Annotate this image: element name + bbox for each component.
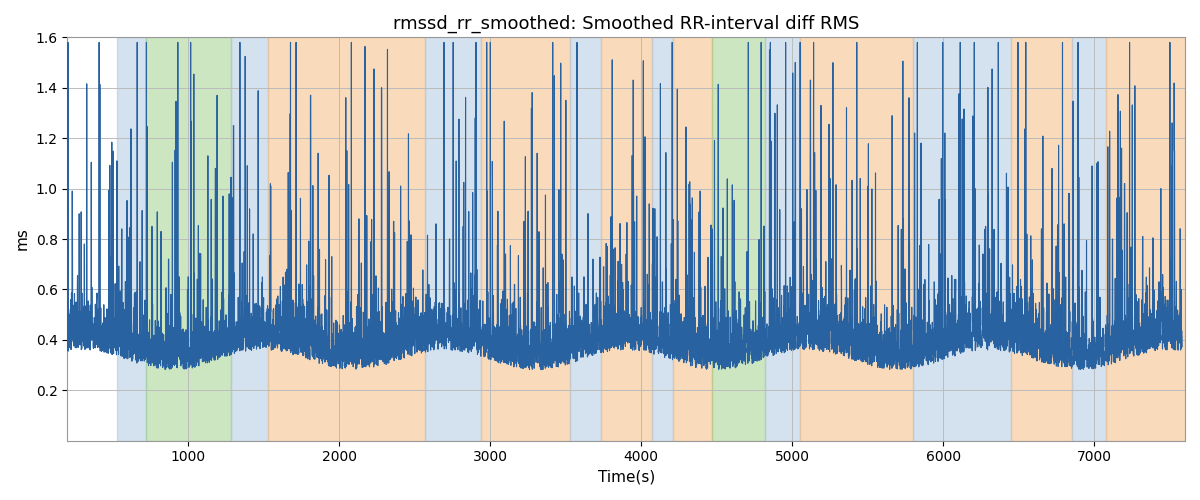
X-axis label: Time(s): Time(s) bbox=[598, 470, 655, 485]
Bar bbox=[146, 38, 230, 440]
Bar bbox=[269, 38, 425, 440]
Bar bbox=[800, 38, 913, 440]
Bar bbox=[913, 38, 1012, 440]
Bar bbox=[713, 38, 766, 440]
Title: rmssd_rr_smoothed: Smoothed RR-interval diff RMS: rmssd_rr_smoothed: Smoothed RR-interval … bbox=[394, 15, 859, 34]
Bar bbox=[766, 38, 800, 440]
Bar bbox=[673, 38, 713, 440]
Bar bbox=[570, 38, 600, 440]
Bar bbox=[230, 38, 269, 440]
Bar bbox=[481, 38, 570, 440]
Bar bbox=[600, 38, 652, 440]
Bar bbox=[1106, 38, 1186, 440]
Bar bbox=[1072, 38, 1106, 440]
Bar bbox=[425, 38, 481, 440]
Bar bbox=[1012, 38, 1072, 440]
Bar bbox=[118, 38, 146, 440]
Bar bbox=[652, 38, 673, 440]
Y-axis label: ms: ms bbox=[16, 228, 30, 250]
